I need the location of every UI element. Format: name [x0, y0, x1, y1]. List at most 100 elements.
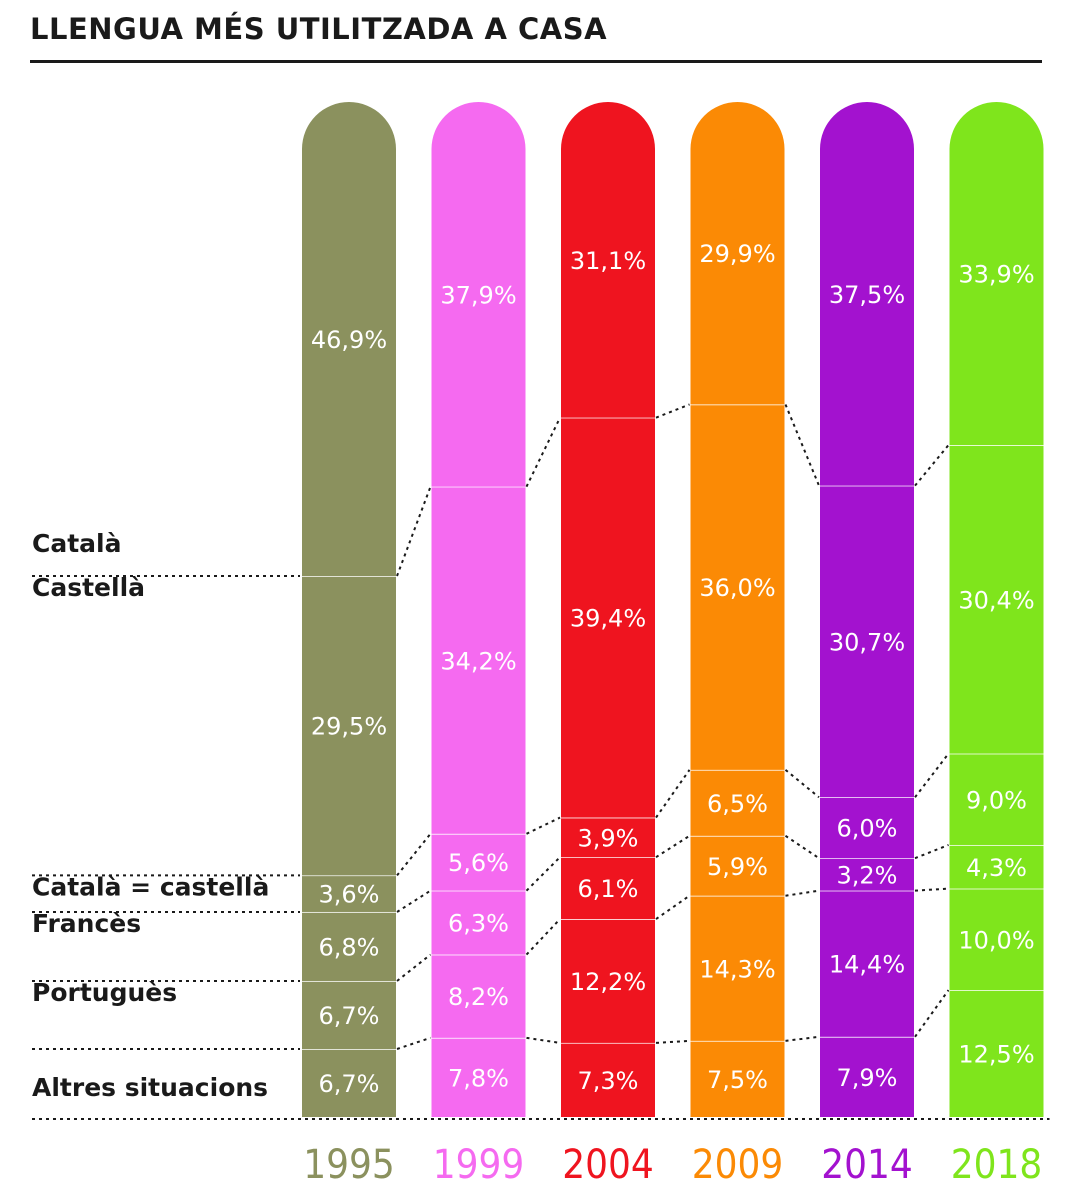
data-label-2018-catala: 33,9% [958, 261, 1034, 289]
data-label-2004-catala-castella: 3,9% [578, 824, 639, 852]
connector-line [655, 894, 691, 920]
bar-segment-1999-catala [431, 102, 526, 487]
data-label-1995-altres-situacions: 6,7% [319, 1070, 380, 1098]
connector-line [396, 833, 432, 877]
bar-2004 [561, 102, 655, 1117]
connector-line [655, 769, 691, 819]
series-label-castella: Castellà [32, 573, 145, 602]
data-label-1999-altres-situacions: 7,8% [448, 1064, 509, 1092]
bar-segment-2009-catala-castella [690, 769, 785, 836]
data-label-1999-catala-castella: 5,6% [448, 849, 509, 877]
data-label-2004-altres-situacions: 7,3% [578, 1067, 639, 1095]
data-label-2014-portugues: 14,4% [829, 951, 905, 979]
series-label-catala-castella: Català = castellà [32, 872, 269, 901]
bar-segment-2009-castella [690, 404, 785, 770]
data-label-2018-catala-castella: 9,0% [966, 786, 1027, 814]
series-label-altres-situacions: Altres situacions [32, 1073, 268, 1102]
connector-line [396, 1036, 431, 1050]
connector-line [784, 835, 820, 860]
series-label-catala: Català [32, 529, 121, 558]
bar-2018 [949, 102, 1044, 1117]
connector-line [914, 887, 949, 892]
year-label-1999: 1999 [433, 1142, 525, 1188]
data-label-2009-frances: 5,9% [707, 853, 768, 881]
bar-2009 [690, 102, 785, 1117]
connector-line [525, 856, 561, 892]
bar-segment-2004-altres-situacions [561, 1042, 655, 1117]
bar-segment-2014-catala [820, 102, 914, 486]
series-label-portugues: Portuguès [32, 978, 177, 1007]
connector-line [655, 403, 690, 419]
bar-segment-1995-altres-situacions [302, 1048, 396, 1117]
year-label-2014: 2014 [821, 1142, 913, 1188]
bar-segment-2009-portugues [690, 895, 785, 1041]
bar-segment-1995-catala [302, 102, 396, 577]
bar-1999 [431, 102, 526, 1117]
bar-segment-2018-catala-castella [949, 753, 1044, 845]
bar-segment-1995-castella [302, 576, 396, 876]
connector-line [396, 953, 432, 982]
bar-segment-1999-castella [431, 486, 526, 834]
year-label-2004: 2004 [562, 1142, 654, 1188]
year-label-2018: 2018 [951, 1142, 1043, 1188]
bar-2014 [820, 102, 914, 1117]
bar-segment-2004-castella [561, 417, 655, 818]
bar-segment-2009-altres-situacions [690, 1040, 785, 1117]
bar-segment-2014-castella [820, 485, 914, 798]
data-label-1995-portugues: 6,7% [319, 1002, 380, 1030]
data-label-1999-catala: 37,9% [440, 281, 516, 309]
data-label-1995-catala: 46,9% [311, 326, 387, 354]
bar-segment-2014-frances [820, 858, 914, 891]
bar-segment-2018-altres-situacions [949, 990, 1044, 1117]
year-label-1995: 1995 [303, 1142, 395, 1188]
year-label-2009: 2009 [692, 1142, 784, 1188]
chart-title: LLENGUA MÉS UTILITZADA A CASA [30, 12, 608, 46]
connector-line [655, 835, 691, 859]
bar-segment-1995-catala-castella [302, 875, 396, 912]
bar-segment-2014-portugues [820, 890, 914, 1037]
connector-line [914, 844, 949, 860]
connector-line [526, 1036, 561, 1044]
data-label-2018-castella: 30,4% [958, 586, 1034, 614]
connector-line [396, 486, 432, 577]
bar-segment-2009-catala [690, 102, 785, 405]
data-label-2014-frances: 3,2% [837, 861, 898, 889]
bar-segment-2018-castella [949, 445, 1044, 754]
data-label-2014-castella: 30,7% [829, 628, 905, 656]
connector-line [914, 444, 950, 487]
data-label-2014-catala-castella: 6,0% [837, 815, 898, 843]
data-label-1999-portugues: 8,2% [448, 983, 509, 1011]
series-label-frances: Francès [32, 909, 141, 938]
bar-segment-2004-frances [561, 857, 655, 920]
data-label-2014-catala: 37,5% [829, 281, 905, 309]
data-label-2009-altres-situacions: 7,5% [707, 1066, 768, 1094]
data-label-2018-frances: 4,3% [966, 854, 1027, 882]
data-label-2004-portugues: 12,2% [570, 968, 646, 996]
bar-segment-1999-portugues [431, 954, 526, 1038]
connector-line [914, 753, 950, 798]
data-label-2004-frances: 6,1% [578, 875, 639, 903]
title-rule [30, 60, 1042, 63]
bar-1995 [302, 102, 396, 1117]
bar-segment-2009-frances [690, 835, 785, 896]
data-label-1999-castella: 34,2% [440, 647, 516, 675]
connector-line [526, 816, 561, 835]
data-label-1999-frances: 6,3% [448, 910, 509, 938]
data-label-1995-catala-castella: 3,6% [319, 881, 380, 909]
bar-segment-1999-altres-situacions [431, 1037, 526, 1117]
connector-line [785, 1035, 820, 1042]
connector-line [785, 889, 820, 897]
data-label-2014-altres-situacions: 7,9% [837, 1064, 898, 1092]
bar-segment-2014-catala-castella [820, 797, 914, 859]
data-label-2009-portugues: 14,3% [699, 955, 775, 983]
data-label-1995-castella: 29,5% [311, 713, 387, 741]
bar-segment-1995-portugues [302, 980, 396, 1049]
bar-segment-2018-portugues [949, 888, 1044, 991]
bar-segment-2004-catala-castella [561, 817, 655, 858]
connector-line [525, 918, 561, 956]
connector-line [914, 989, 950, 1038]
data-label-2004-catala: 31,1% [570, 247, 646, 275]
bar-segment-1995-frances [302, 911, 396, 981]
connector-line [396, 889, 432, 913]
